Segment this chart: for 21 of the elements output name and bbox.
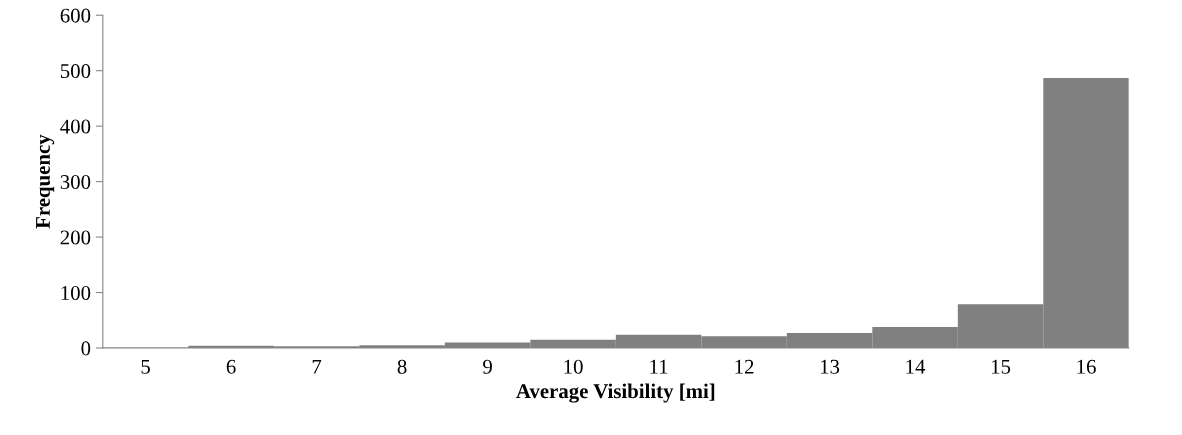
x-tick-label: 10 <box>564 359 583 374</box>
y-tick-label: 300 <box>60 174 91 190</box>
y-tick-label: 200 <box>60 230 91 245</box>
y-tick-label: 600 <box>60 8 91 23</box>
x-tick-label: 15 <box>991 359 1011 374</box>
y-tick-label: 500 <box>60 64 91 79</box>
y-tick-label: 0 <box>81 341 91 356</box>
x-tick-label: 13 <box>820 359 840 374</box>
x-tick-label: 12 <box>735 359 754 374</box>
y-axis-title: Frequency <box>36 134 55 229</box>
x-tick-label: 8 <box>397 359 407 374</box>
x-tick-label: 6 <box>226 359 236 374</box>
y-tick-label: 100 <box>61 285 91 300</box>
x-tick-label: 7 <box>312 359 322 374</box>
x-tick-label: 14 <box>906 359 926 374</box>
x-tick-label: 11 <box>650 359 668 374</box>
x-tick-label: 9 <box>483 359 492 374</box>
x-tick-label: 5 <box>141 359 150 374</box>
x-axis-title: Average Visibility [mi] <box>516 383 715 403</box>
y-tick-label: 400 <box>60 119 91 134</box>
x-tick-label: 16 <box>1077 359 1096 374</box>
